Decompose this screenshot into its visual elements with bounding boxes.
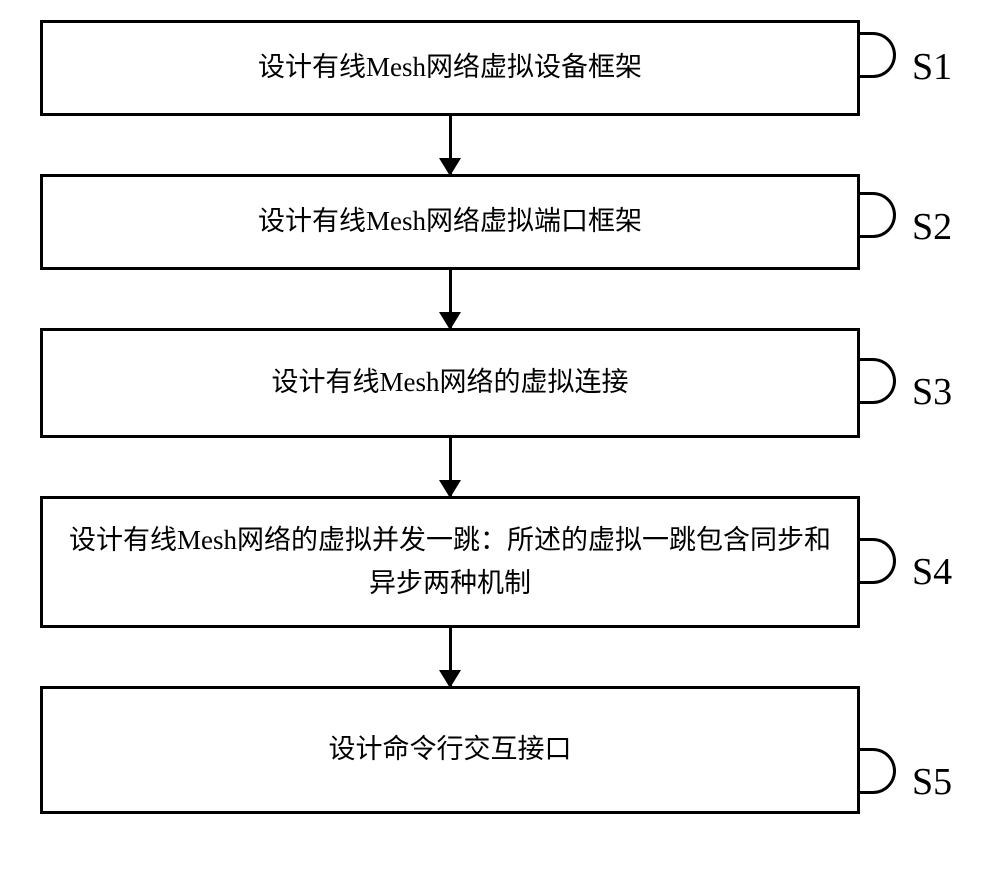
step-box-s3: 设计有线Mesh网络的虚拟连接 xyxy=(40,328,860,438)
flowchart-container: 设计有线Mesh网络虚拟设备框架 设计有线Mesh网络虚拟端口框架 设计有线Me… xyxy=(40,20,860,814)
label-connector xyxy=(858,32,896,78)
step-box-s4: 设计有线Mesh网络的虚拟并发一跳：所述的虚拟一跳包含同步和异步两种机制 xyxy=(40,496,860,628)
arrow xyxy=(449,438,452,496)
step-label-s1: S1 xyxy=(912,45,952,89)
label-connector xyxy=(858,538,896,584)
step-text: 设计有线Mesh网络的虚拟连接 xyxy=(272,361,629,404)
label-connector xyxy=(858,358,896,404)
step-box-s1: 设计有线Mesh网络虚拟设备框架 xyxy=(40,20,860,116)
label-connector xyxy=(858,192,896,238)
step-box-s5: 设计命令行交互接口 xyxy=(40,686,860,814)
step-text: 设计有线Mesh网络虚拟设备框架 xyxy=(258,46,642,89)
step-text: 设计有线Mesh网络虚拟端口框架 xyxy=(258,200,642,243)
label-connector xyxy=(858,748,896,794)
step-text: 设计命令行交互接口 xyxy=(329,728,572,771)
step-text: 设计有线Mesh网络的虚拟并发一跳：所述的虚拟一跳包含同步和异步两种机制 xyxy=(63,519,837,605)
arrow xyxy=(449,116,452,174)
step-label-s4: S4 xyxy=(912,550,952,594)
step-label-s2: S2 xyxy=(912,205,952,249)
step-label-s3: S3 xyxy=(912,370,952,414)
arrow xyxy=(449,270,452,328)
arrow xyxy=(449,628,452,686)
step-box-s2: 设计有线Mesh网络虚拟端口框架 xyxy=(40,174,860,270)
step-label-s5: S5 xyxy=(912,760,952,804)
